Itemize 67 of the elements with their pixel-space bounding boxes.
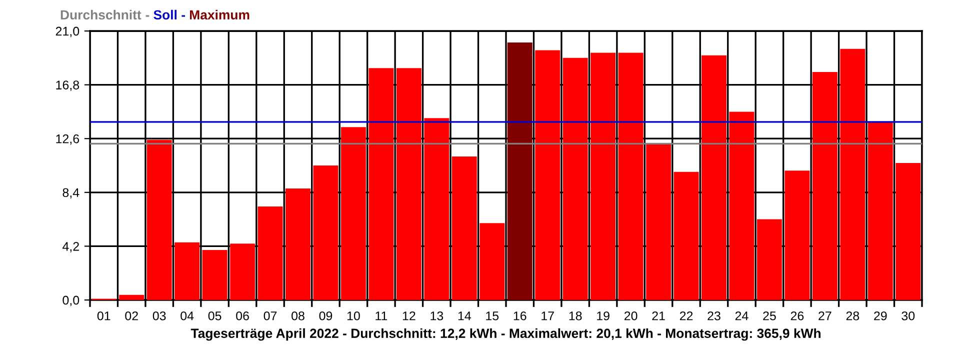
bar xyxy=(480,223,505,300)
x-tick-label: 28 xyxy=(846,311,860,320)
y-tick-label: 0,0 xyxy=(62,296,80,306)
bar xyxy=(258,206,283,300)
bar xyxy=(868,122,893,300)
chart-title: Durchschnitt - Soll - Maximum xyxy=(60,10,250,20)
x-tick-label: 19 xyxy=(597,311,610,320)
bar xyxy=(562,58,588,300)
x-tick-label: 21 xyxy=(652,311,665,320)
x-tick-label: 17 xyxy=(542,312,554,320)
bar xyxy=(674,172,699,300)
y-tick-label: 16,8 xyxy=(56,80,80,91)
x-tick-label: 06 xyxy=(236,311,249,320)
x-tick-label: 04 xyxy=(180,311,194,320)
bar xyxy=(756,219,782,300)
bar xyxy=(618,52,644,300)
x-tick-label: 12 xyxy=(402,311,416,320)
x-tick-label: 13 xyxy=(430,311,444,320)
bar xyxy=(840,48,866,300)
x-axis-title: Tageserträge April 2022 - Durchschnitt: 12,2 kWh - Maximalwert: 20,1 kWh - Monatsertrag: 365,9 kWh xyxy=(190,328,820,341)
x-tick-label: 11 xyxy=(376,312,388,320)
x-tick-label: 24 xyxy=(735,311,748,320)
y-tick-label: 12,6 xyxy=(56,134,80,145)
x-tick-label: 14 xyxy=(458,312,471,320)
bar xyxy=(507,42,532,300)
bar xyxy=(174,242,200,300)
bar xyxy=(368,68,394,300)
x-tick-label: 16 xyxy=(514,311,526,320)
bar xyxy=(535,50,560,300)
x-tick-label: 10 xyxy=(347,311,360,320)
x-tick-label: 09 xyxy=(319,311,332,320)
bar xyxy=(202,250,228,300)
y-tick-label: 21,0 xyxy=(56,26,80,38)
bar xyxy=(896,162,921,300)
bar xyxy=(729,112,754,300)
bar xyxy=(340,127,366,300)
bar xyxy=(119,294,144,300)
x-tick-label: 08 xyxy=(292,311,304,320)
x-tick-label: 01 xyxy=(97,311,110,320)
y-tick-label: 4,2 xyxy=(62,242,79,252)
bar xyxy=(286,188,310,300)
bar xyxy=(452,156,477,300)
x-tick-label: 26 xyxy=(790,311,804,320)
bar xyxy=(812,72,838,300)
bar xyxy=(784,170,810,300)
y-tick-label: 8,4 xyxy=(62,188,80,199)
x-tick-label: 23 xyxy=(708,311,720,320)
x-tick-label: 05 xyxy=(208,311,222,320)
bar xyxy=(424,118,450,300)
x-tick-label: 22 xyxy=(680,311,693,320)
x-tick-label: 25 xyxy=(763,311,776,320)
bar xyxy=(590,52,616,300)
bar xyxy=(313,166,338,300)
x-tick-label: 07 xyxy=(264,311,277,320)
x-tick-label: 18 xyxy=(569,311,582,320)
x-tick-label: 03 xyxy=(152,311,166,320)
x-tick-label: 29 xyxy=(874,311,887,320)
bar xyxy=(146,140,172,300)
x-tick-label: 20 xyxy=(624,311,638,320)
bar xyxy=(396,68,422,300)
x-tick-label: 15 xyxy=(486,312,499,320)
bar xyxy=(230,244,256,300)
x-tick-label: 30 xyxy=(902,311,915,320)
bar xyxy=(702,55,726,300)
x-tick-label: 27 xyxy=(818,311,832,320)
bar xyxy=(646,144,672,300)
x-tick-label: 02 xyxy=(125,311,138,320)
